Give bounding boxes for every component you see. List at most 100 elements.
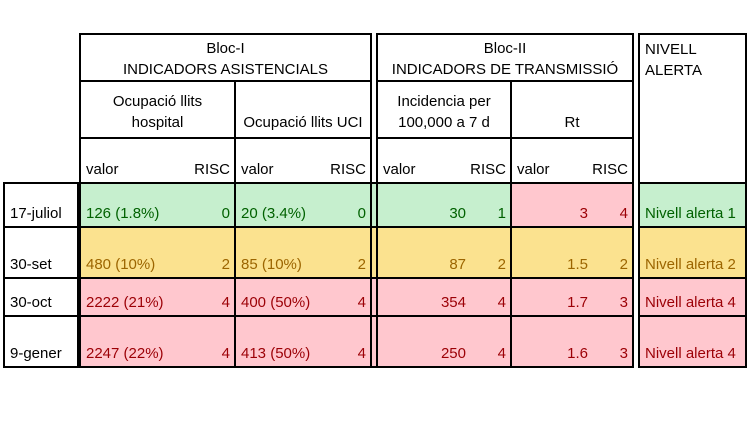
row-color-strip xyxy=(372,182,376,368)
uci-data-cell[interactable]: 20 (3.4%) 0 xyxy=(234,184,370,226)
alert-level-header-line2: ALERTA xyxy=(645,62,702,79)
risc-value: 4 xyxy=(357,345,366,362)
bloc1-title-line2: INDICADORS ASISTENCIALS xyxy=(122,60,329,78)
row-color-strip-segment xyxy=(372,315,376,368)
incidencia-data-cell[interactable]: 354 4 xyxy=(378,279,510,315)
table-row: 250 4 1.6 3 xyxy=(378,315,632,366)
incidencia-data-cell[interactable]: 250 4 xyxy=(378,317,510,366)
risc-value: 4 xyxy=(619,205,628,222)
table-row: 2222 (21%) 4 400 (50%) 4 xyxy=(81,277,370,315)
table-row: 2247 (22%) 4 413 (50%) 4 xyxy=(81,315,370,366)
bloc2-title-line2: INDICADORS DE TRANSMISSIÓ xyxy=(391,60,619,78)
rt-data-cell[interactable]: 1.5 2 xyxy=(510,228,632,277)
valor-header-label: valor xyxy=(241,161,274,178)
alert-level-cell[interactable]: Nivell alerta 4 xyxy=(640,317,745,366)
rt-data-cell[interactable]: 1.7 3 xyxy=(510,279,632,315)
valor-value: 413 (50%) xyxy=(241,345,311,362)
hospital-data-cell[interactable]: 480 (10%) 2 xyxy=(81,228,234,277)
bloc1-title-cell[interactable]: Bloc-I INDICADORS ASISTENCIALS xyxy=(81,35,370,80)
valor-value: 30 xyxy=(449,205,466,222)
valor-value: 480 (10%) xyxy=(86,256,156,273)
risc-value: 4 xyxy=(497,294,506,311)
risc-header-label: RISC xyxy=(470,161,506,178)
risc-value: 2 xyxy=(221,256,230,273)
alert-level-label: Nivell alerta 4 xyxy=(645,345,736,362)
hospital-header-line1: Ocupació llits xyxy=(112,93,203,110)
valor-value: 126 (1.8%) xyxy=(86,205,160,222)
valor-value: 20 (3.4%) xyxy=(241,205,307,222)
valor-value: 87 xyxy=(449,256,466,273)
alert-level-label: Nivell alerta 4 xyxy=(645,294,736,311)
risc-value: 4 xyxy=(221,294,230,311)
alert-level-label: Nivell alerta 2 xyxy=(645,256,736,273)
alert-level-header-cell[interactable]: NIVELL ALERTA xyxy=(640,35,745,182)
valor-value: 85 (10%) xyxy=(241,256,302,273)
valor-value: 1.5 xyxy=(567,256,588,273)
incidencia-data-cell[interactable]: 30 1 xyxy=(378,184,510,226)
table-row: 480 (10%) 2 85 (10%) 2 xyxy=(81,226,370,277)
uci-data-cell[interactable]: 400 (50%) 4 xyxy=(234,279,370,315)
alert-level-cell[interactable]: Nivell alerta 2 xyxy=(640,228,745,277)
table-row: 30 1 3 4 xyxy=(378,182,632,226)
date-label: 17-juliol xyxy=(10,205,62,222)
alert-level-header-line1: NIVELL xyxy=(645,41,697,58)
risc-value: 4 xyxy=(497,345,506,362)
rt-header-cell[interactable]: Rt xyxy=(510,82,632,137)
uci-header-cell[interactable]: Ocupació llits UCI xyxy=(234,82,370,137)
date-label: 30-set xyxy=(10,256,52,273)
hospital-header-line2: hospital xyxy=(131,114,184,131)
valor-value: 1.7 xyxy=(567,294,588,311)
uci-data-cell[interactable]: 85 (10%) 2 xyxy=(234,228,370,277)
uci-valor-risc-header[interactable]: valor RISC xyxy=(234,139,370,182)
rt-valor-risc-header[interactable]: valor RISC xyxy=(510,139,632,182)
alert-level-label: Nivell alerta 1 xyxy=(645,205,736,222)
table-row: 87 2 1.5 2 xyxy=(378,226,632,277)
incidencia-valor-risc-header[interactable]: valor RISC xyxy=(378,139,510,182)
date-column: 17-juliol 30-set 30-oct 9-gener xyxy=(3,182,79,368)
incidencia-data-cell[interactable]: 87 2 xyxy=(378,228,510,277)
risc-value: 0 xyxy=(357,205,366,222)
hospital-data-cell[interactable]: 126 (1.8%) 0 xyxy=(81,184,234,226)
table-row: 126 (1.8%) 0 20 (3.4%) 0 xyxy=(81,182,370,226)
row-color-strip-segment xyxy=(372,226,376,277)
rt-header-label: Rt xyxy=(564,114,580,131)
risc-value: 2 xyxy=(357,256,366,273)
date-cell[interactable]: 9-gener xyxy=(5,317,77,366)
incidencia-header-cell[interactable]: Incidencia per 100,000 a 7 d xyxy=(378,82,510,137)
hospital-header-cell[interactable]: Ocupació llits hospital xyxy=(81,82,234,137)
valor-value: 400 (50%) xyxy=(241,294,311,311)
date-cell[interactable]: 17-juliol xyxy=(5,184,77,226)
alert-level-cell[interactable]: Nivell alerta 1 xyxy=(640,184,745,226)
row-color-strip-segment xyxy=(372,182,376,226)
risc-header-label: RISC xyxy=(330,161,366,178)
hospital-data-cell[interactable]: 2247 (22%) 4 xyxy=(81,317,234,366)
rt-data-cell[interactable]: 1.6 3 xyxy=(510,317,632,366)
alert-level-cell[interactable]: Nivell alerta 4 xyxy=(640,279,745,315)
hospital-data-cell[interactable]: 2222 (21%) 4 xyxy=(81,279,234,315)
hospital-valor-risc-header[interactable]: valor RISC xyxy=(81,139,234,182)
row-color-strip-segment xyxy=(372,277,376,315)
uci-data-cell[interactable]: 413 (50%) 4 xyxy=(234,317,370,366)
date-label: 9-gener xyxy=(10,345,62,362)
risc-value: 0 xyxy=(221,205,230,222)
valor-header-label: valor xyxy=(383,161,416,178)
valor-value: 2247 (22%) xyxy=(86,345,164,362)
table-row: 354 4 1.7 3 xyxy=(378,277,632,315)
bloc2-title-cell[interactable]: Bloc-II INDICADORS DE TRANSMISSIÓ xyxy=(378,35,632,80)
risc-value: 2 xyxy=(497,256,506,273)
valor-header-label: valor xyxy=(86,161,119,178)
incidencia-header-line2: 100,000 a 7 d xyxy=(398,114,490,131)
date-cell[interactable]: 30-set xyxy=(5,228,77,277)
bloc2-title-line1: Bloc-II xyxy=(483,39,527,57)
risc-value: 3 xyxy=(619,345,628,362)
valor-value: 250 xyxy=(440,345,466,362)
risc-value: 4 xyxy=(357,294,366,311)
risc-value: 4 xyxy=(221,345,230,362)
risc-value: 1 xyxy=(497,205,506,222)
risc-header-label: RISC xyxy=(592,161,628,178)
rt-data-cell[interactable]: 3 4 xyxy=(510,184,632,226)
date-cell[interactable]: 30-oct xyxy=(5,279,77,315)
valor-value: 2222 (21%) xyxy=(86,294,164,311)
valor-value: 3 xyxy=(579,205,588,222)
risc-value: 3 xyxy=(619,294,628,311)
